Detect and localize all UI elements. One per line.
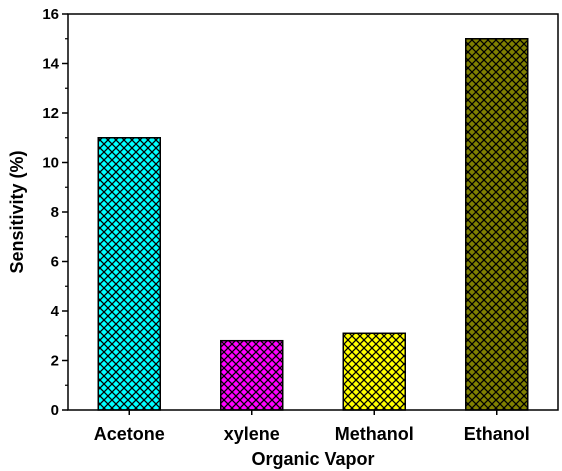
y-tick-label: 6 <box>51 254 59 271</box>
y-tick-label: 8 <box>51 204 59 221</box>
y-tick-label: 12 <box>42 105 59 122</box>
x-tick-label: xylene <box>224 424 280 444</box>
x-axis-title: Organic Vapor <box>251 449 374 469</box>
x-axis: Acetone xylene Methanol Ethanol <box>94 410 530 444</box>
bars-group <box>97 38 529 411</box>
y-axis: 0 2 4 6 8 10 12 14 16 <box>42 6 68 419</box>
x-tick-label: Acetone <box>94 424 165 444</box>
y-tick-label: 2 <box>51 353 59 370</box>
y-tick-label: 10 <box>42 155 59 172</box>
y-tick-label: 0 <box>51 402 59 419</box>
x-tick-label: Ethanol <box>464 424 530 444</box>
bar-ethanol <box>465 38 529 411</box>
y-tick-label: 16 <box>42 6 59 23</box>
y-tick-label: 14 <box>42 56 59 73</box>
y-tick-label: 4 <box>51 303 60 320</box>
x-tick-label: Methanol <box>335 424 414 444</box>
bar-methanol <box>342 332 406 411</box>
y-axis-title: Sensitivity (%) <box>7 150 27 273</box>
bar-acetone <box>97 137 161 411</box>
bar-xylene <box>220 339 284 411</box>
